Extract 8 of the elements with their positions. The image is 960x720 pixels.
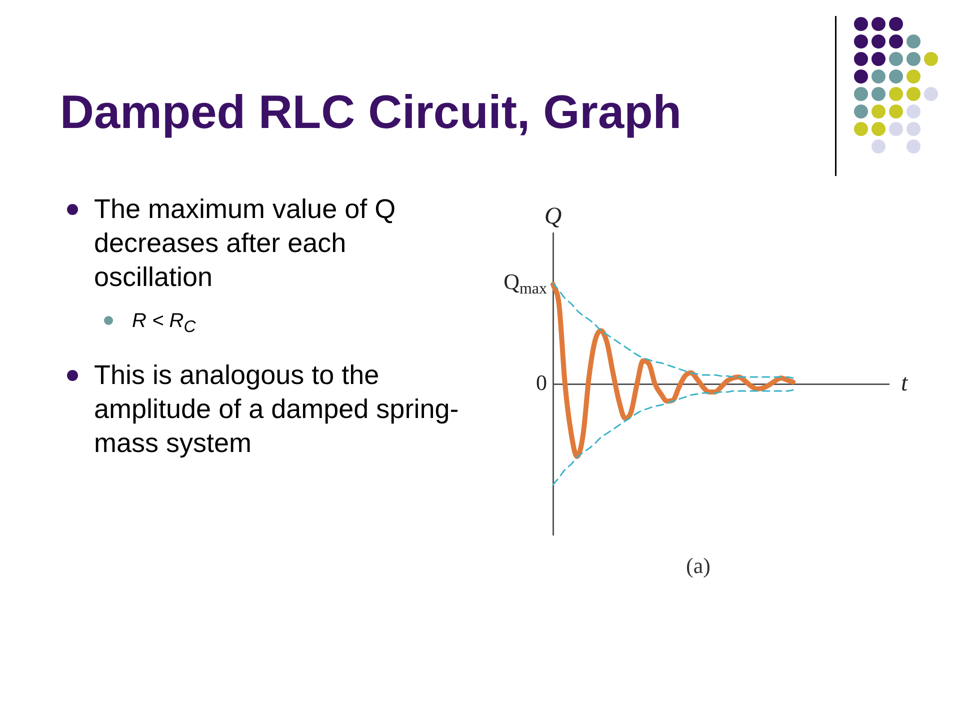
x-axis-title: t <box>901 370 909 396</box>
text: This is analogous to the amplitude of a damped spring-mass system <box>94 359 460 460</box>
y-axis-title: Q <box>544 203 562 230</box>
text: 0 <box>536 370 547 395</box>
text: R < R$_{C}$ <box>132 309 197 338</box>
chart-title: Damped RLC Circuit, Graph <box>60 84 682 139</box>
text: (a) <box>686 553 710 579</box>
text: The maximum value of Q decreases after each oscillation <box>94 194 396 292</box>
